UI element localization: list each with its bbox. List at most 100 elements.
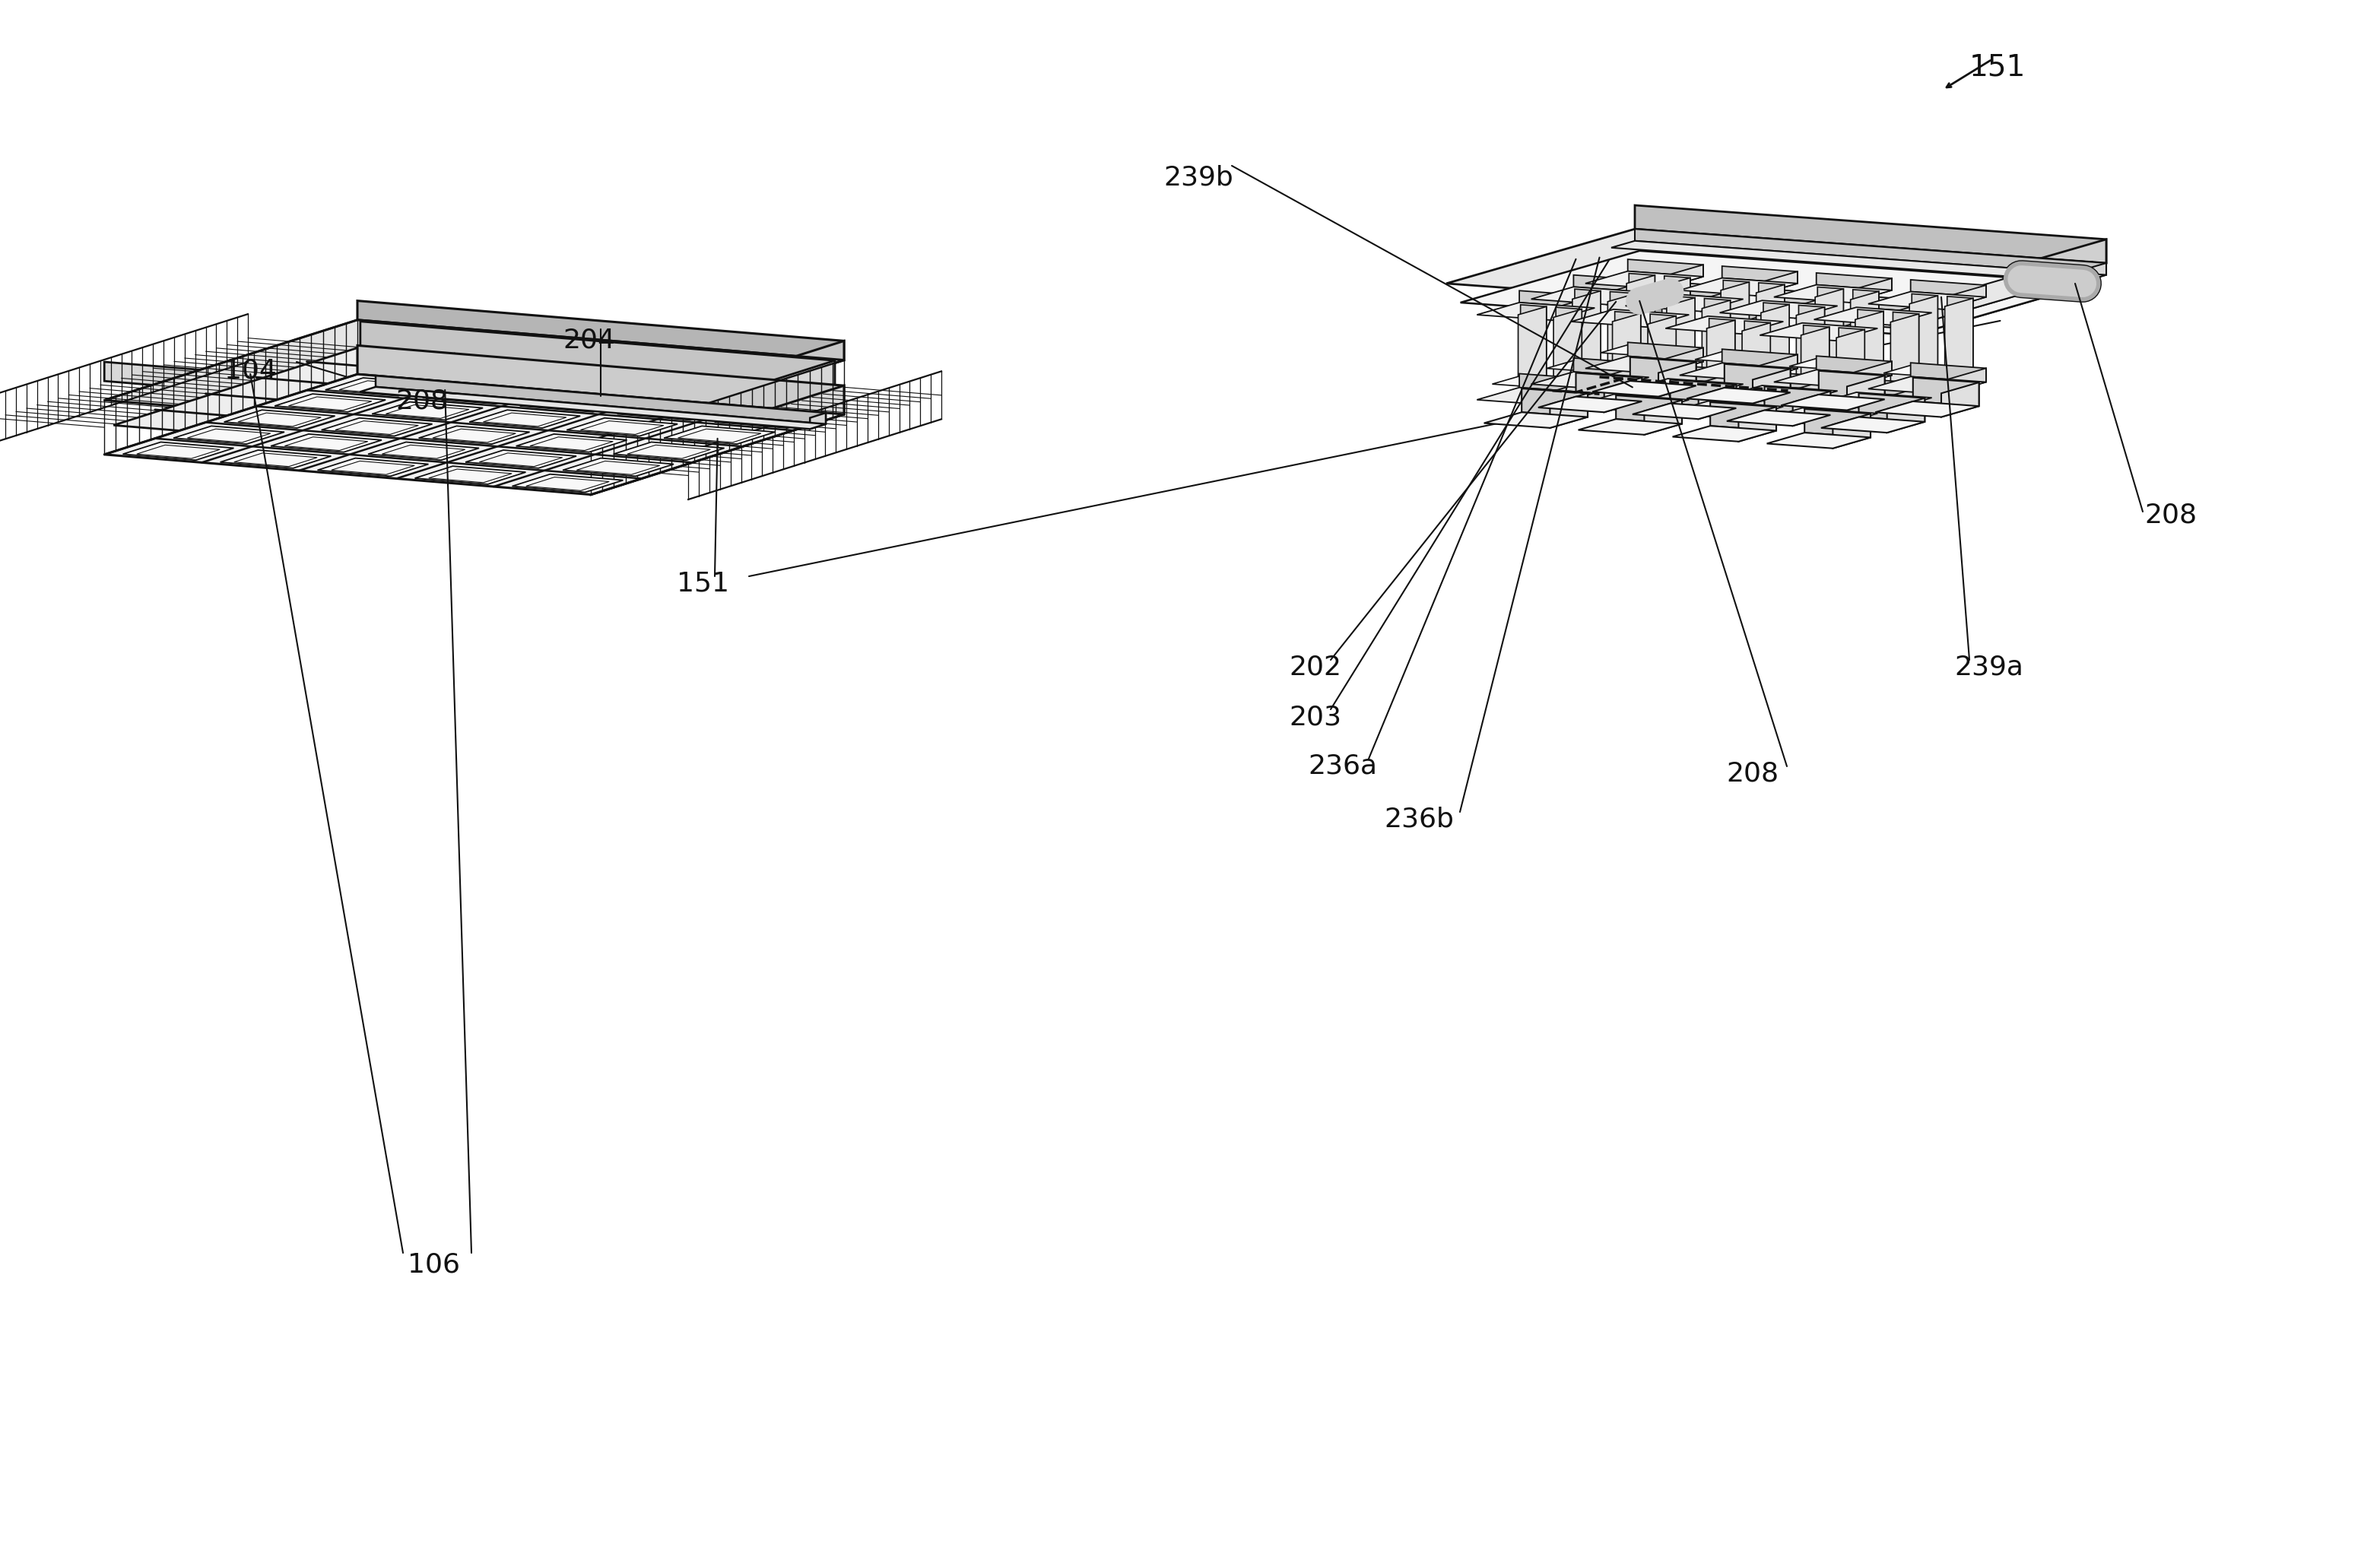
- Polygon shape: [1521, 389, 1587, 417]
- Polygon shape: [531, 438, 614, 450]
- Polygon shape: [1849, 361, 1892, 388]
- Polygon shape: [1735, 374, 1790, 385]
- Polygon shape: [1918, 240, 2106, 318]
- Polygon shape: [1664, 276, 1690, 349]
- Polygon shape: [1723, 280, 1749, 353]
- Polygon shape: [338, 381, 421, 394]
- Polygon shape: [1537, 397, 1642, 413]
- Polygon shape: [1649, 315, 1676, 388]
- Polygon shape: [376, 375, 826, 424]
- Polygon shape: [1911, 363, 1985, 381]
- Text: 236a: 236a: [1309, 754, 1378, 778]
- Polygon shape: [1835, 400, 1878, 425]
- Polygon shape: [1645, 400, 1683, 434]
- Polygon shape: [581, 420, 664, 434]
- Polygon shape: [1856, 296, 1933, 313]
- Polygon shape: [1614, 380, 1690, 400]
- Polygon shape: [1602, 344, 1654, 355]
- Polygon shape: [1614, 297, 1690, 315]
- Polygon shape: [1571, 310, 1690, 327]
- Polygon shape: [238, 413, 321, 427]
- Text: 208: 208: [395, 389, 447, 414]
- Polygon shape: [1706, 321, 1735, 400]
- Polygon shape: [1609, 293, 1635, 372]
- Polygon shape: [1833, 414, 1871, 448]
- Polygon shape: [1721, 386, 1837, 403]
- Polygon shape: [1754, 355, 1797, 381]
- Polygon shape: [1756, 285, 1785, 364]
- Polygon shape: [1875, 402, 1980, 417]
- Polygon shape: [1518, 291, 1595, 308]
- Polygon shape: [1797, 307, 1825, 386]
- Polygon shape: [114, 347, 835, 464]
- Polygon shape: [321, 417, 433, 436]
- Polygon shape: [1616, 395, 1683, 424]
- Polygon shape: [1573, 291, 1602, 371]
- Polygon shape: [1802, 327, 1830, 406]
- Polygon shape: [1816, 290, 1844, 367]
- Polygon shape: [590, 386, 845, 495]
- Polygon shape: [628, 445, 712, 458]
- Polygon shape: [533, 397, 616, 411]
- Polygon shape: [1847, 375, 1885, 409]
- Polygon shape: [1592, 381, 1697, 397]
- Polygon shape: [1583, 363, 1635, 372]
- Polygon shape: [614, 442, 724, 461]
- Polygon shape: [1668, 296, 1695, 369]
- Polygon shape: [1606, 363, 1649, 389]
- Polygon shape: [1573, 358, 1649, 377]
- Polygon shape: [1647, 386, 1690, 413]
- Polygon shape: [1764, 302, 1790, 375]
- Text: 203: 203: [1290, 704, 1342, 730]
- Polygon shape: [386, 405, 469, 419]
- Polygon shape: [1716, 392, 1771, 402]
- Polygon shape: [1521, 305, 1547, 378]
- Polygon shape: [1621, 385, 1676, 395]
- Polygon shape: [1635, 347, 1690, 357]
- Polygon shape: [1647, 316, 1676, 395]
- Polygon shape: [1726, 364, 1790, 392]
- Polygon shape: [124, 442, 233, 461]
- Polygon shape: [483, 413, 566, 427]
- Polygon shape: [1528, 378, 1583, 389]
- Polygon shape: [512, 475, 624, 492]
- Polygon shape: [1773, 285, 1892, 302]
- Polygon shape: [469, 409, 581, 428]
- Polygon shape: [1530, 372, 1649, 389]
- Polygon shape: [1626, 378, 1742, 397]
- Polygon shape: [1659, 361, 1697, 397]
- Polygon shape: [414, 466, 526, 484]
- Polygon shape: [1764, 386, 1830, 416]
- Polygon shape: [1761, 288, 1837, 305]
- Polygon shape: [1745, 321, 1771, 394]
- Polygon shape: [1614, 311, 1640, 385]
- Polygon shape: [1847, 269, 2092, 329]
- Polygon shape: [359, 321, 835, 386]
- Polygon shape: [1557, 307, 1583, 380]
- Polygon shape: [1856, 378, 1933, 397]
- Polygon shape: [433, 428, 516, 442]
- Polygon shape: [1666, 297, 1695, 377]
- Polygon shape: [1492, 375, 1547, 386]
- Polygon shape: [2082, 263, 2106, 282]
- Polygon shape: [1904, 262, 2092, 329]
- Polygon shape: [1518, 374, 1595, 392]
- Polygon shape: [317, 458, 428, 476]
- Polygon shape: [1647, 304, 1690, 327]
- Polygon shape: [1628, 260, 1704, 277]
- Polygon shape: [1868, 377, 1985, 394]
- Polygon shape: [590, 341, 845, 441]
- Polygon shape: [1680, 363, 1797, 381]
- Polygon shape: [1611, 241, 2106, 282]
- Text: 204: 204: [562, 327, 614, 353]
- Polygon shape: [1668, 364, 1742, 385]
- Polygon shape: [1864, 383, 1918, 394]
- Polygon shape: [1730, 353, 1785, 364]
- Polygon shape: [1918, 367, 1973, 378]
- Polygon shape: [1890, 301, 1933, 325]
- Polygon shape: [714, 409, 826, 428]
- Polygon shape: [1837, 330, 1864, 409]
- Text: 202: 202: [1290, 654, 1342, 680]
- Polygon shape: [357, 301, 845, 360]
- Polygon shape: [274, 394, 386, 413]
